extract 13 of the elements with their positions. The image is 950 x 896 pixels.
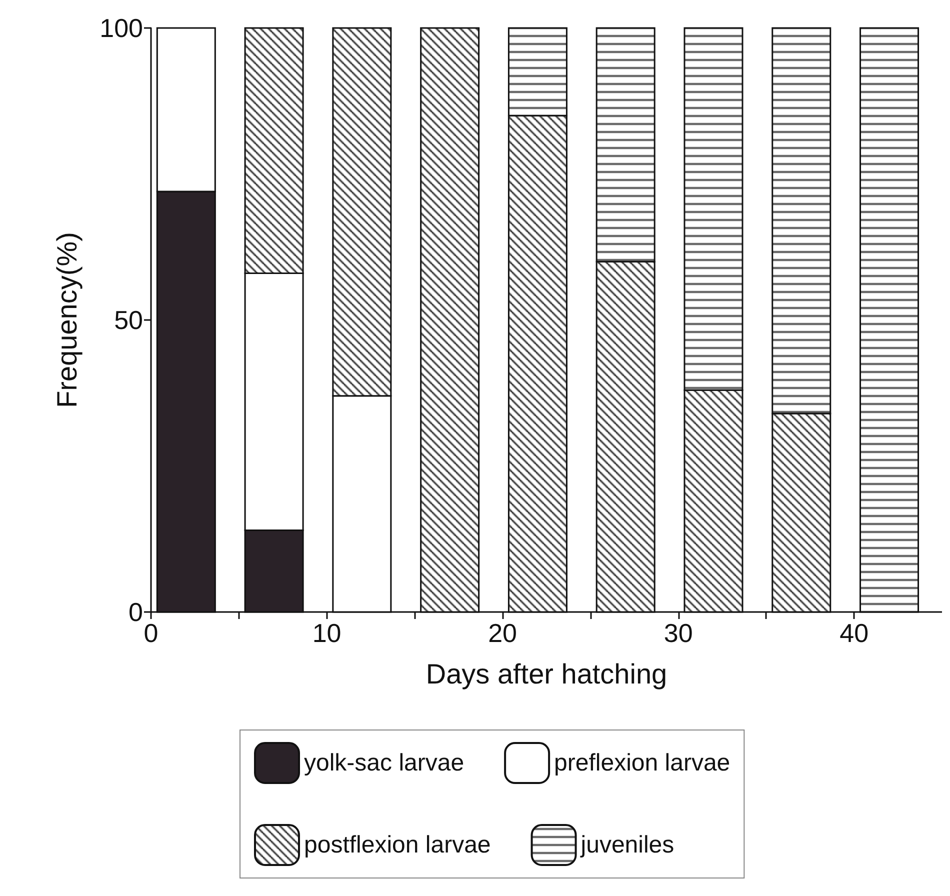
legend-label: postflexion larvae bbox=[304, 832, 491, 858]
x-tick-label: 20 bbox=[488, 618, 518, 648]
x-tick-label: 40 bbox=[840, 618, 869, 648]
x-tick-label: 10 bbox=[312, 618, 342, 648]
legend-label: yolk-sac larvae bbox=[304, 750, 464, 776]
y-tick-label: 50 bbox=[114, 305, 143, 335]
x-axis-title: Days after hatching bbox=[426, 658, 668, 690]
legend-label: juveniles bbox=[580, 832, 674, 858]
legend-label: preflexion larvae bbox=[554, 750, 730, 776]
y-tick-label: 100 bbox=[100, 13, 143, 43]
x-tick-label: 30 bbox=[664, 618, 693, 648]
y-axis-title: Frequency(%) bbox=[52, 232, 82, 408]
y-tick-label: 0 bbox=[128, 597, 143, 627]
